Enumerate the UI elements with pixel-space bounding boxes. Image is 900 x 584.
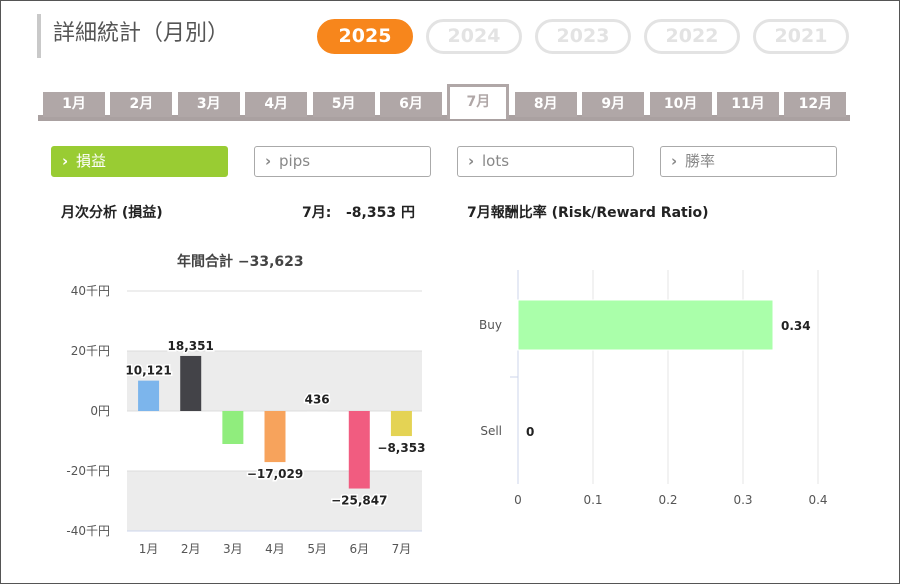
page-title: 詳細統計（月別） xyxy=(37,14,229,58)
bar xyxy=(138,380,160,411)
filter-label: lots xyxy=(482,152,510,170)
filter-pips[interactable]: › pips xyxy=(254,146,431,177)
bar xyxy=(222,411,244,444)
year-tab-2021[interactable]: 2021 xyxy=(753,19,849,54)
data-label: −17,029 xyxy=(247,467,303,481)
data-label: 0.34 xyxy=(781,319,811,333)
x-tick-label: 1月 xyxy=(139,542,159,556)
filter-label: 損益 xyxy=(76,152,107,170)
bar xyxy=(390,411,412,437)
bar xyxy=(180,355,202,411)
year-tab-2022[interactable]: 2022 xyxy=(644,19,740,54)
month-tab-9[interactable]: 9月 xyxy=(582,92,645,117)
filter-winrate[interactable]: › 勝率 xyxy=(660,146,837,177)
data-label: 18,351 xyxy=(168,339,214,353)
data-label: 436 xyxy=(305,393,330,407)
bar xyxy=(517,299,774,351)
bar xyxy=(306,409,328,412)
month-tab-3[interactable]: 3月 xyxy=(177,92,240,117)
data-label: −8,353 xyxy=(377,441,425,455)
month-tab-4[interactable]: 4月 xyxy=(245,92,308,117)
month-tab-5[interactable]: 5月 xyxy=(312,92,375,117)
y-tick-label: Buy xyxy=(479,318,502,332)
y-tick-label: 40千円 xyxy=(71,284,110,298)
plot-band xyxy=(127,471,422,531)
year-tab-2025[interactable]: 2025 xyxy=(317,19,413,54)
month-tab-10[interactable]: 10月 xyxy=(649,92,712,117)
plot-band xyxy=(127,351,422,411)
x-tick-label: 0.2 xyxy=(658,493,677,507)
x-tick-label: 7月 xyxy=(392,542,412,556)
y-tick-label: -40千円 xyxy=(66,524,110,538)
data-label: −25,847 xyxy=(331,494,387,508)
monthly-heading: 月次分析 (損益) xyxy=(61,205,163,221)
month-tab-7[interactable]: 7月 xyxy=(447,84,510,119)
month-tab-12[interactable]: 12月 xyxy=(784,92,847,117)
ratio-heading: 7月報酬比率 (Risk/Reward Ratio) xyxy=(467,205,709,221)
filter-profit[interactable]: › 損益 xyxy=(51,146,228,177)
filter-label: 勝率 xyxy=(685,152,716,170)
bar xyxy=(264,411,286,463)
data-label: 0 xyxy=(526,425,534,439)
x-tick-label: 0.4 xyxy=(808,493,827,507)
month-tab-1[interactable]: 1月 xyxy=(43,92,105,117)
chevron-right-icon: › xyxy=(265,152,272,170)
chevron-right-icon: › xyxy=(62,152,69,170)
data-label: 10,121 xyxy=(125,364,171,378)
x-tick-label: 6月 xyxy=(349,542,369,556)
filter-lots[interactable]: › lots xyxy=(457,146,634,177)
month-tab-6[interactable]: 6月 xyxy=(380,92,442,117)
year-tab-2023[interactable]: 2023 xyxy=(535,19,631,54)
annual-total: 年間合計 −33,623 xyxy=(177,254,304,270)
month-tab-11[interactable]: 11月 xyxy=(717,92,779,117)
y-tick-label: Sell xyxy=(480,424,502,438)
x-tick-label: 2月 xyxy=(181,542,201,556)
month-value: -8,353 円 xyxy=(346,205,415,221)
x-tick-label: 0 xyxy=(514,493,522,507)
month-tabs: 1月 2月 3月 4月 5月 6月 7月 8月 9月 10月 11月 12月 xyxy=(38,84,850,121)
x-tick-label: 5月 xyxy=(307,542,327,556)
year-tab-2024[interactable]: 2024 xyxy=(426,19,522,54)
month-tab-bar xyxy=(38,115,850,121)
filter-label: pips xyxy=(279,152,311,170)
y-tick-label: 0円 xyxy=(90,404,110,418)
x-tick-label: 0.1 xyxy=(583,493,602,507)
month-tab-8[interactable]: 8月 xyxy=(514,92,577,117)
chevron-right-icon: › xyxy=(671,152,678,170)
chevron-right-icon: › xyxy=(468,152,475,170)
x-tick-label: 0.3 xyxy=(733,493,752,507)
bar xyxy=(348,411,370,489)
x-tick-label: 4月 xyxy=(265,542,285,556)
y-tick-label: -20千円 xyxy=(66,464,110,478)
y-tick-label: 20千円 xyxy=(71,344,110,358)
month-tab-2[interactable]: 2月 xyxy=(110,92,173,117)
month-label: 7月: xyxy=(302,205,332,221)
x-tick-label: 3月 xyxy=(223,542,243,556)
